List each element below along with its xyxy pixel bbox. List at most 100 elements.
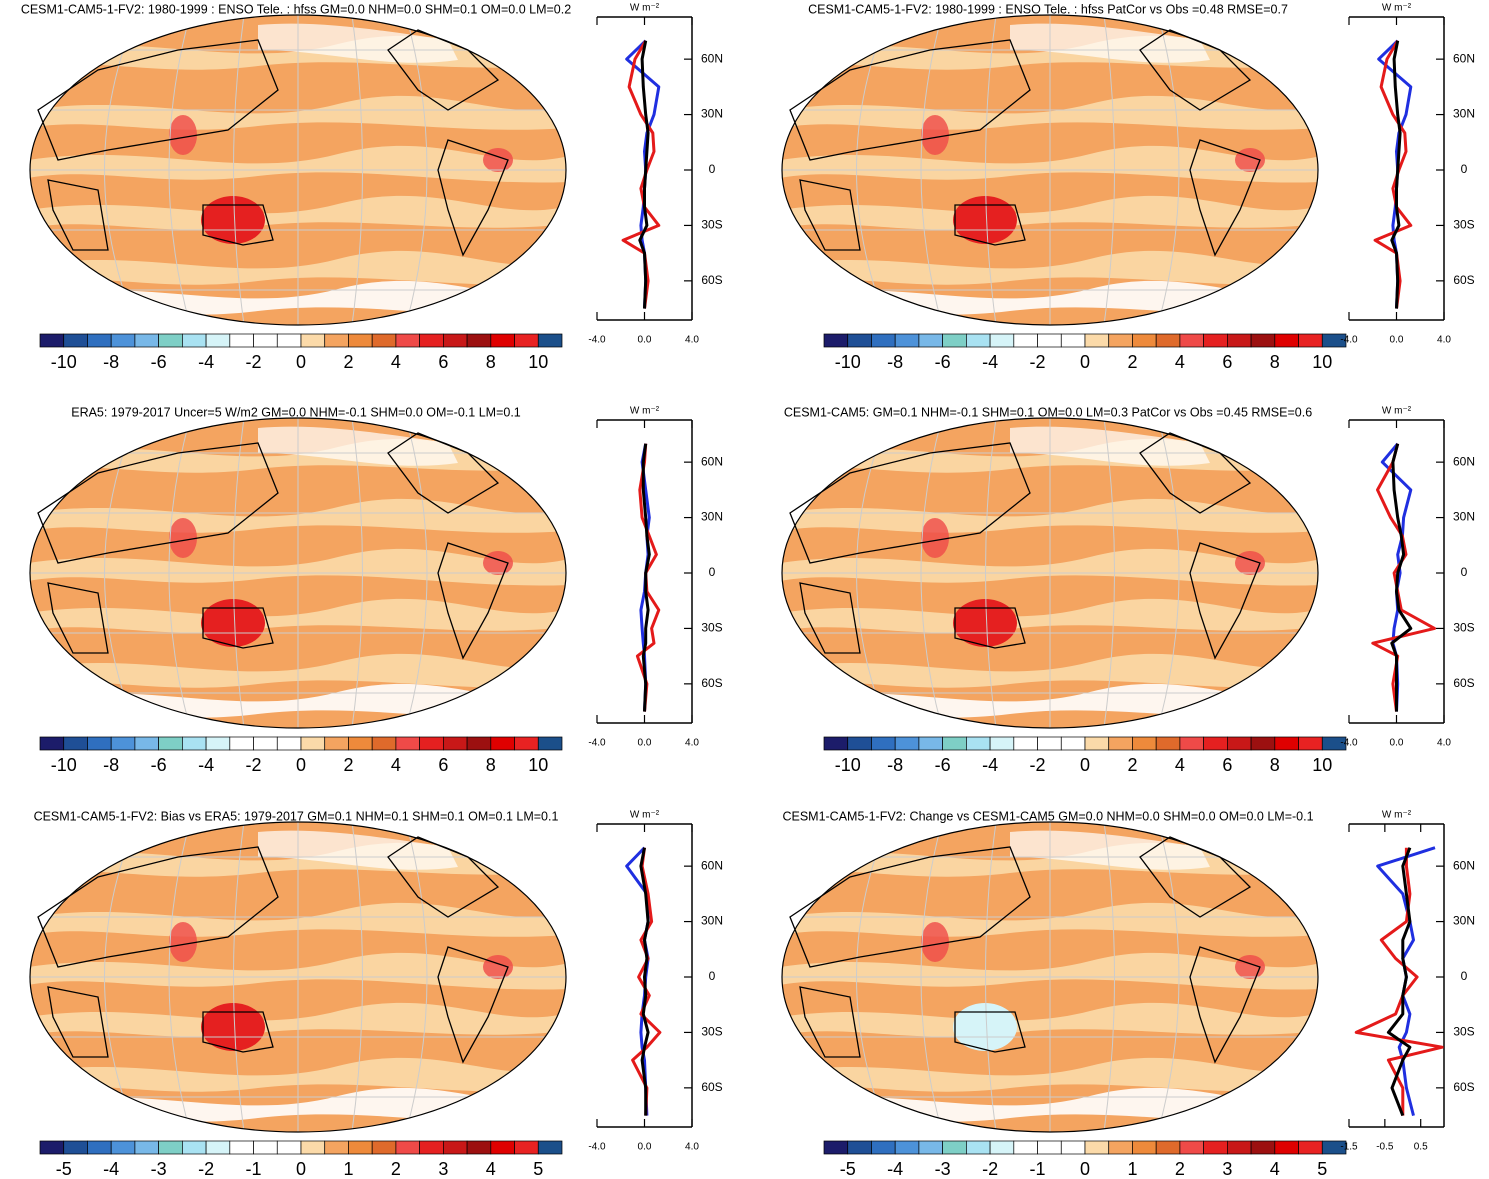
colorbar-box	[1298, 736, 1323, 751]
colorbar-box	[537, 736, 563, 751]
colorbar-label: -8	[887, 352, 903, 372]
colorbar-label: -10	[835, 755, 861, 775]
y-tick-label: 30S	[701, 621, 722, 635]
x-tick-label: 4.0	[685, 1142, 699, 1153]
colorbar-box	[989, 333, 1015, 348]
colorbar-box	[1250, 333, 1276, 348]
colorbar-box	[371, 333, 397, 348]
colorbar-label: -4	[982, 352, 998, 372]
colorbar-box	[158, 333, 183, 348]
colorbar-label: 6	[1222, 755, 1232, 775]
unit-label: W m⁻²	[1382, 3, 1412, 14]
colorbar-box	[1013, 1140, 1038, 1155]
y-tick-label: 30S	[1453, 218, 1474, 232]
colorbar-label: -2	[198, 1159, 214, 1179]
colorbar-box	[823, 736, 849, 751]
map	[29, 417, 567, 729]
coastline	[799, 179, 861, 251]
colorbar-label: 2	[1127, 755, 1137, 775]
coastline	[202, 1011, 274, 1053]
colorbar-label: 0	[296, 755, 306, 775]
zonal-line	[635, 443, 661, 712]
colorbar-box	[182, 333, 207, 348]
y-tick-label: 0	[1461, 162, 1468, 176]
graticule	[985, 822, 997, 1132]
colorbar-box	[490, 736, 515, 751]
colorbar-label: 0	[296, 352, 306, 372]
colorbar-box	[1298, 333, 1323, 348]
x-tick-label: 4.0	[685, 738, 699, 749]
colorbar-label: -4	[103, 1159, 119, 1179]
colorbar-box	[1084, 736, 1110, 751]
colorbar-box	[1250, 736, 1276, 751]
unit-label: W m⁻²	[1382, 810, 1412, 821]
graticule	[233, 822, 245, 1132]
graticule	[920, 822, 943, 1132]
x-tick-label: -4.0	[1340, 738, 1358, 749]
colorbar-label: -1	[246, 1159, 262, 1179]
graticule	[104, 418, 137, 728]
colorbar-box	[823, 333, 849, 348]
coastline	[789, 846, 1031, 968]
coastline	[954, 204, 1026, 246]
panel-title: CESM1-CAM5-1-FV2: 1980-1999 : ENSO Tele.…	[808, 2, 1288, 16]
colorbar-box	[1227, 1140, 1252, 1155]
coastline	[47, 582, 109, 654]
colorbar-label: -1	[1030, 1159, 1046, 1179]
x-tick-label: 4.0	[1437, 335, 1451, 346]
colorbar-box	[1037, 1140, 1062, 1155]
zonal-line	[638, 40, 650, 309]
y-tick-label: 30S	[1453, 621, 1474, 635]
colorbar-label: -8	[887, 755, 903, 775]
colorbar-box	[1084, 1140, 1110, 1155]
y-tick-label: 30N	[1453, 510, 1475, 524]
colorbar-box	[514, 736, 539, 751]
y-tick-label: 60N	[701, 454, 723, 468]
colorbar-box	[158, 736, 183, 751]
colorbar-box	[300, 736, 326, 751]
x-tick-label: 4.0	[685, 335, 699, 346]
colorbar-box	[324, 736, 349, 751]
coastline	[37, 39, 279, 161]
colorbar-box	[158, 1140, 183, 1155]
colorbar-label: 2	[1175, 1159, 1185, 1179]
colorbar-box	[537, 333, 563, 348]
graticule	[233, 15, 245, 325]
colorbar-box	[182, 1140, 207, 1155]
y-tick-label: 30N	[1453, 914, 1475, 928]
graticule	[351, 822, 363, 1132]
x-tick-label: -1.5	[1340, 1142, 1358, 1153]
colorbar-box	[1060, 333, 1086, 348]
colorbar-label: -5	[840, 1159, 856, 1179]
colorbar-box	[371, 736, 397, 751]
colorbar-box	[63, 1140, 88, 1155]
colorbar-label: -6	[151, 755, 167, 775]
coastline	[437, 139, 509, 257]
colorbar-box	[966, 736, 991, 751]
colorbar-box	[443, 1140, 468, 1155]
graticule	[1103, 15, 1115, 325]
colorbar-box	[1013, 736, 1038, 751]
colorbar-label: -2	[1030, 352, 1046, 372]
colorbar-box	[847, 1140, 872, 1155]
colorbar-box	[847, 736, 872, 751]
coastline	[47, 179, 109, 251]
colorbar-box	[253, 333, 278, 348]
colorbar-box	[871, 333, 896, 348]
coastline	[1189, 542, 1261, 660]
colorbar-box	[823, 1140, 849, 1155]
colorbar-box	[134, 333, 159, 348]
colorbar-label: 4	[391, 352, 401, 372]
colorbar-box	[63, 736, 88, 751]
graticule	[104, 822, 137, 1132]
colorbar-label: -6	[935, 755, 951, 775]
colorbar-label: 2	[343, 755, 353, 775]
x-tick-label: -4.0	[588, 335, 606, 346]
colorbar-box	[324, 333, 349, 348]
unit-label: W m⁻²	[1382, 406, 1412, 417]
graticule	[920, 418, 943, 728]
map	[781, 14, 1319, 326]
x-tick-label: -0.5	[1376, 1142, 1394, 1153]
panel: CESM1-CAM5-1-FV2: 1980-1999 : ENSO Tele.…	[21, 2, 723, 371]
colorbar-box	[1132, 333, 1157, 348]
